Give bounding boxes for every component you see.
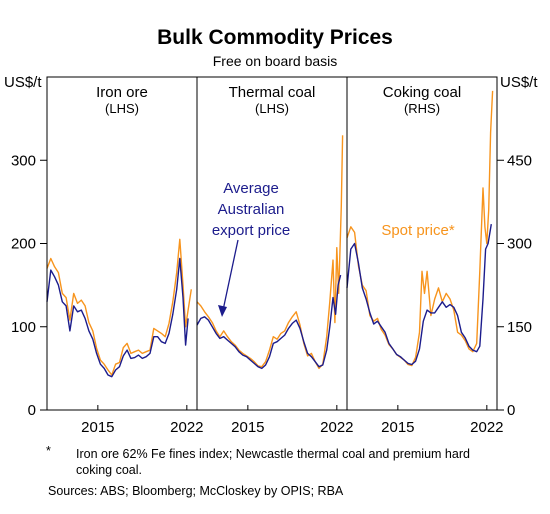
- left-axis-tick-label: 300: [11, 152, 36, 169]
- panel-title: Thermal coal: [229, 84, 316, 101]
- sources-note: Sources: ABS; Bloomberg; McCloskey by OP…: [48, 484, 344, 498]
- panel-axis-side: (LHS): [105, 101, 139, 116]
- series-line-spot: [196, 135, 344, 370]
- x-axis-tick-label: 2015: [81, 419, 114, 436]
- series-line-average: [196, 274, 342, 370]
- left-axis-unit: US$/t: [4, 74, 42, 91]
- right-axis-tick-label: 450: [507, 152, 532, 169]
- spot-price-annotation: Spot price*: [381, 222, 455, 239]
- panel-axis-side: (RHS): [404, 101, 440, 116]
- footnote-marker: *: [46, 444, 51, 458]
- series-line-average: [46, 257, 189, 378]
- x-axis-tick-label: 2022: [170, 419, 203, 436]
- panel-title: Iron ore: [96, 84, 148, 101]
- x-axis-tick-label: 2022: [470, 419, 503, 436]
- average-price-annotation: export price: [212, 222, 290, 239]
- annotation-arrow: [221, 239, 239, 316]
- right-axis-unit: US$/t: [500, 74, 538, 91]
- series-line-average: [346, 223, 492, 366]
- left-axis-tick-label: 0: [28, 402, 36, 419]
- series-line-spot: [46, 238, 192, 376]
- right-axis-tick-label: 300: [507, 236, 532, 253]
- x-axis-tick-label: 2015: [381, 419, 414, 436]
- left-axis-tick-label: 200: [11, 236, 36, 253]
- footnote-text: Iron ore 62% Fe fines index; Newcastle t…: [76, 447, 470, 477]
- right-axis-tick-label: 150: [507, 319, 532, 336]
- chart-subtitle: Free on board basis: [212, 53, 338, 69]
- average-price-annotation: Australian: [218, 201, 285, 218]
- x-axis-tick-label: 2015: [231, 419, 264, 436]
- series-line-spot: [346, 90, 494, 367]
- chart-title: Bulk Commodity Prices: [157, 26, 393, 49]
- panel-axis-side: (LHS): [255, 101, 289, 116]
- left-axis-tick-label: 100: [11, 319, 36, 336]
- x-axis-tick-label: 2022: [320, 419, 353, 436]
- annotation-arrowhead: [218, 305, 227, 317]
- panel-title: Coking coal: [383, 84, 461, 101]
- plot-frame: [46, 76, 498, 411]
- right-axis-tick-label: 0: [507, 402, 515, 419]
- average-price-annotation: Average: [223, 180, 279, 197]
